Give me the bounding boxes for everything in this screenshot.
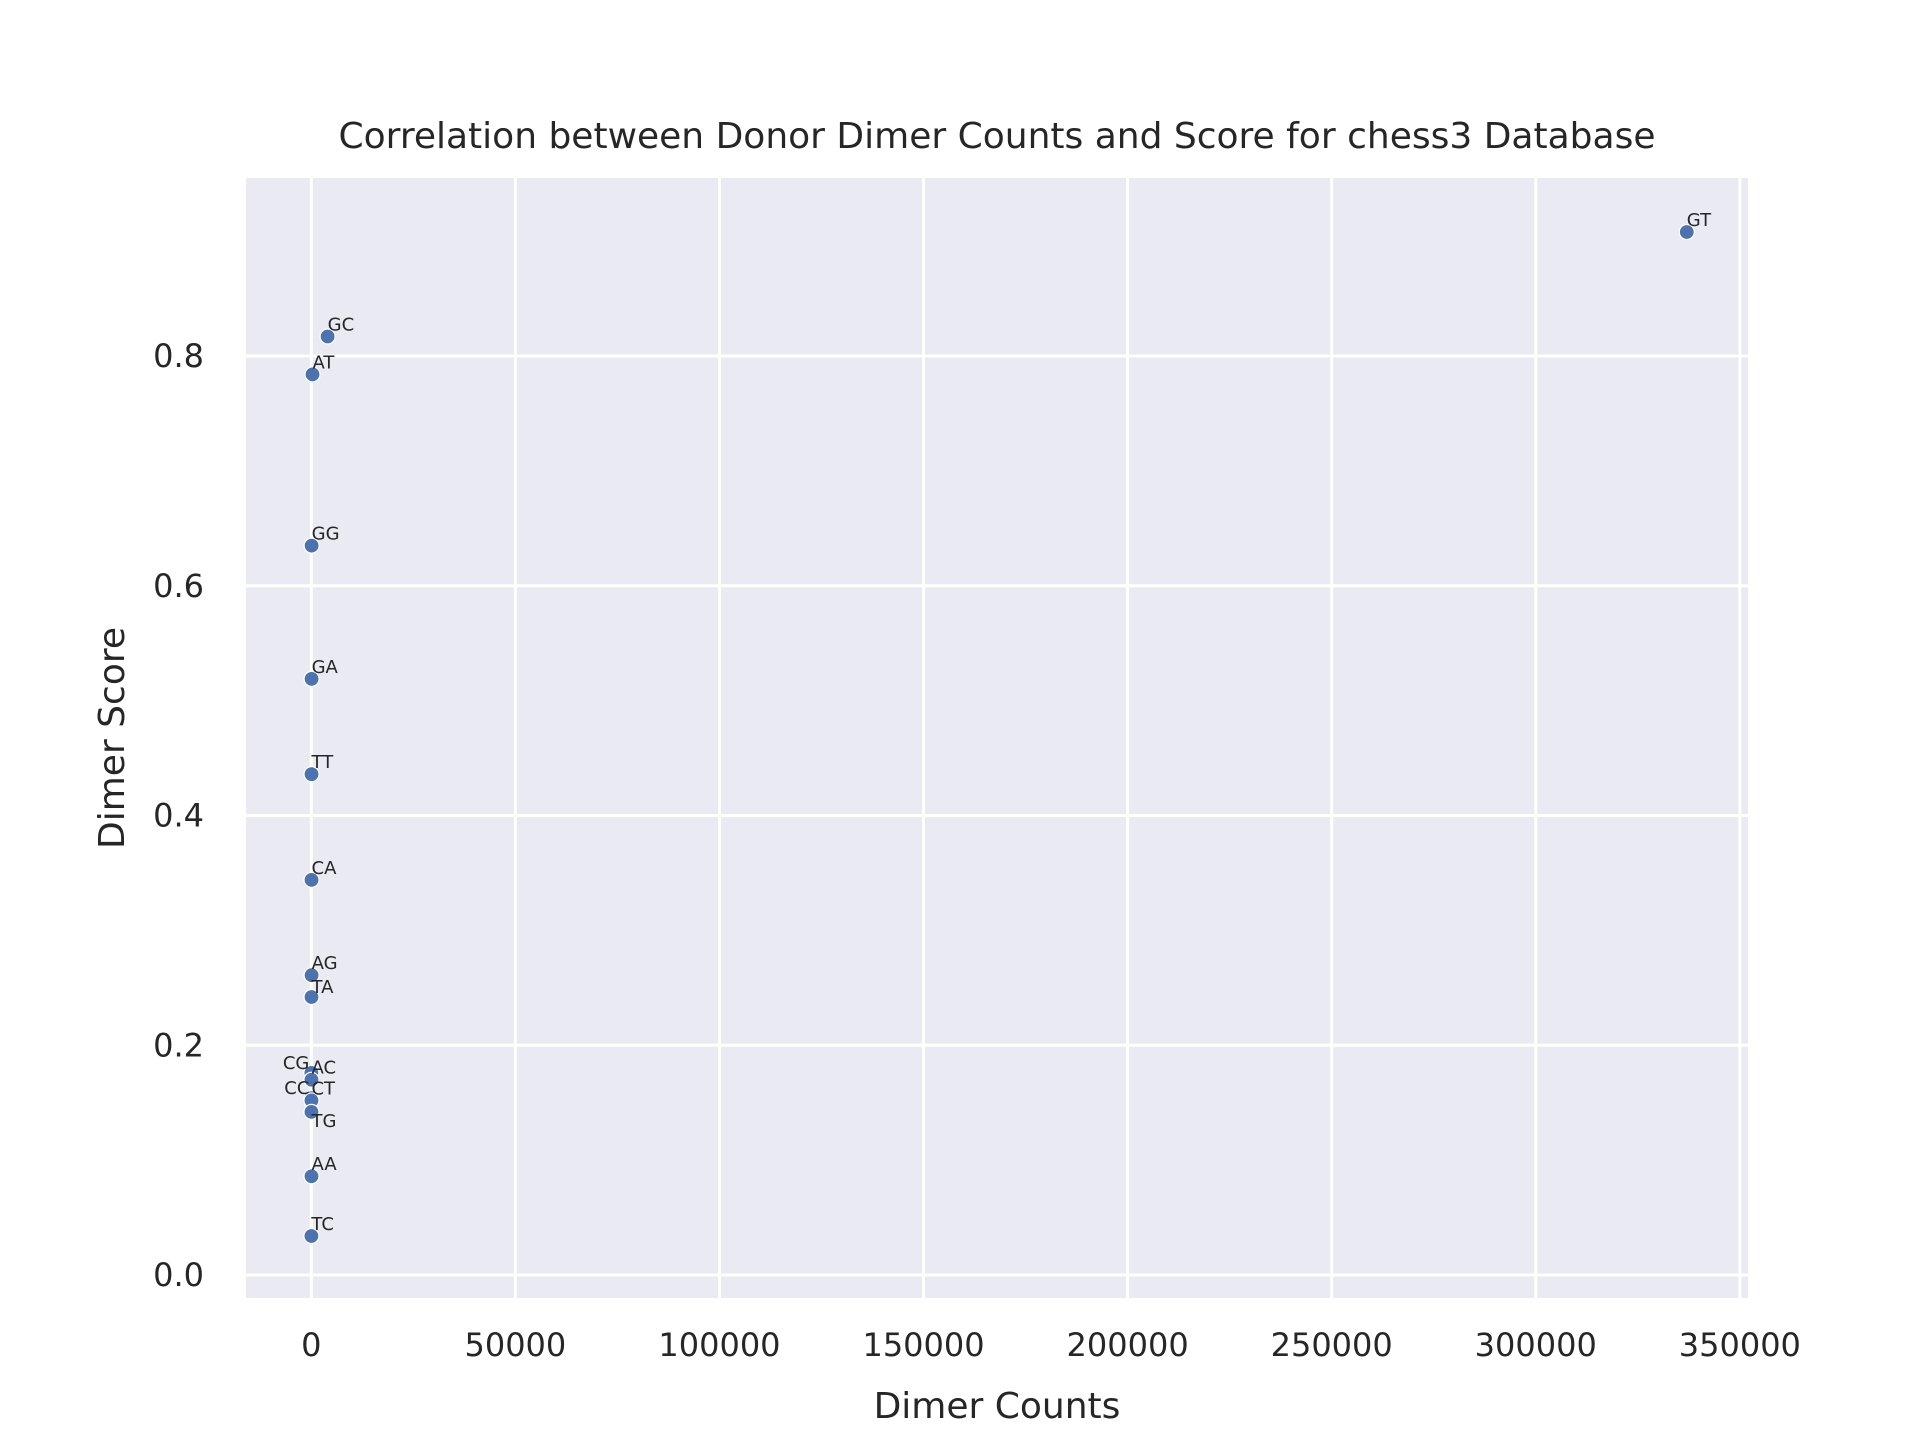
data-point-ta: [303, 988, 320, 1006]
data-point-gg: [303, 537, 320, 554]
point-label-tt: TT: [311, 752, 335, 773]
data-points: [303, 223, 1695, 1245]
x-tick-label: 100000: [658, 1326, 780, 1364]
x-tick-label: 250000: [1271, 1326, 1393, 1364]
point-label-aa: AA: [312, 1154, 338, 1175]
x-tick-label: 50000: [464, 1326, 566, 1364]
tick-labels: 0 50000 100000 150000 200000 250000 300000 3500…: [153, 337, 1801, 1364]
x-tick-label: 150000: [862, 1326, 984, 1364]
point-label-at: AT: [313, 352, 336, 373]
point-label-cc: CC: [284, 1078, 309, 1099]
plot-area: [246, 178, 1748, 1298]
y-axis-label: Dimer Score: [92, 627, 133, 849]
point-label-gt: GT: [1687, 210, 1712, 231]
data-point-ga: [303, 670, 320, 687]
point-label-ta: TA: [311, 977, 335, 998]
grid-lines: [246, 178, 1748, 1298]
y-tick-label: 0.2: [153, 1026, 204, 1064]
data-point-ag: [303, 967, 320, 984]
x-tick-label: 350000: [1679, 1326, 1801, 1364]
x-tick-label: 0: [301, 1326, 321, 1364]
data-point-ca: [303, 871, 320, 888]
point-label-gc: GC: [328, 315, 355, 336]
data-point-tt: [303, 766, 320, 783]
point-label-ct: CT: [311, 1078, 336, 1099]
data-point-aa: [303, 1168, 320, 1185]
point-label-ag: AG: [312, 953, 338, 974]
data-point-ac: [303, 1071, 320, 1088]
point-label-gg: GG: [312, 524, 340, 545]
point-label-tg: TG: [310, 1111, 336, 1132]
point-label-ca: CA: [312, 858, 338, 879]
data-point-tc: [303, 1227, 320, 1245]
x-tick-label: 200000: [1067, 1326, 1189, 1364]
point-label-ga: GA: [312, 657, 339, 678]
y-tick-label: 0.4: [153, 797, 204, 835]
point-label-tc: TC: [310, 1214, 334, 1235]
y-tick-label: 0.6: [153, 567, 204, 605]
data-point-tg: [303, 1103, 320, 1121]
y-tick-label: 0.0: [153, 1256, 204, 1294]
point-label-cg: CG: [283, 1053, 310, 1074]
x-tick-label: 300000: [1475, 1326, 1597, 1364]
data-point-at: [304, 366, 321, 383]
point-label-ac: AC: [311, 1058, 336, 1079]
data-point-gc: [319, 328, 336, 345]
data-point-gt: [1678, 223, 1695, 241]
x-axis-label: Dimer Counts: [874, 1386, 1121, 1427]
y-tick-label: 0.8: [153, 337, 204, 375]
chart-title: Correlation between Donor Dimer Counts a…: [339, 116, 1656, 157]
